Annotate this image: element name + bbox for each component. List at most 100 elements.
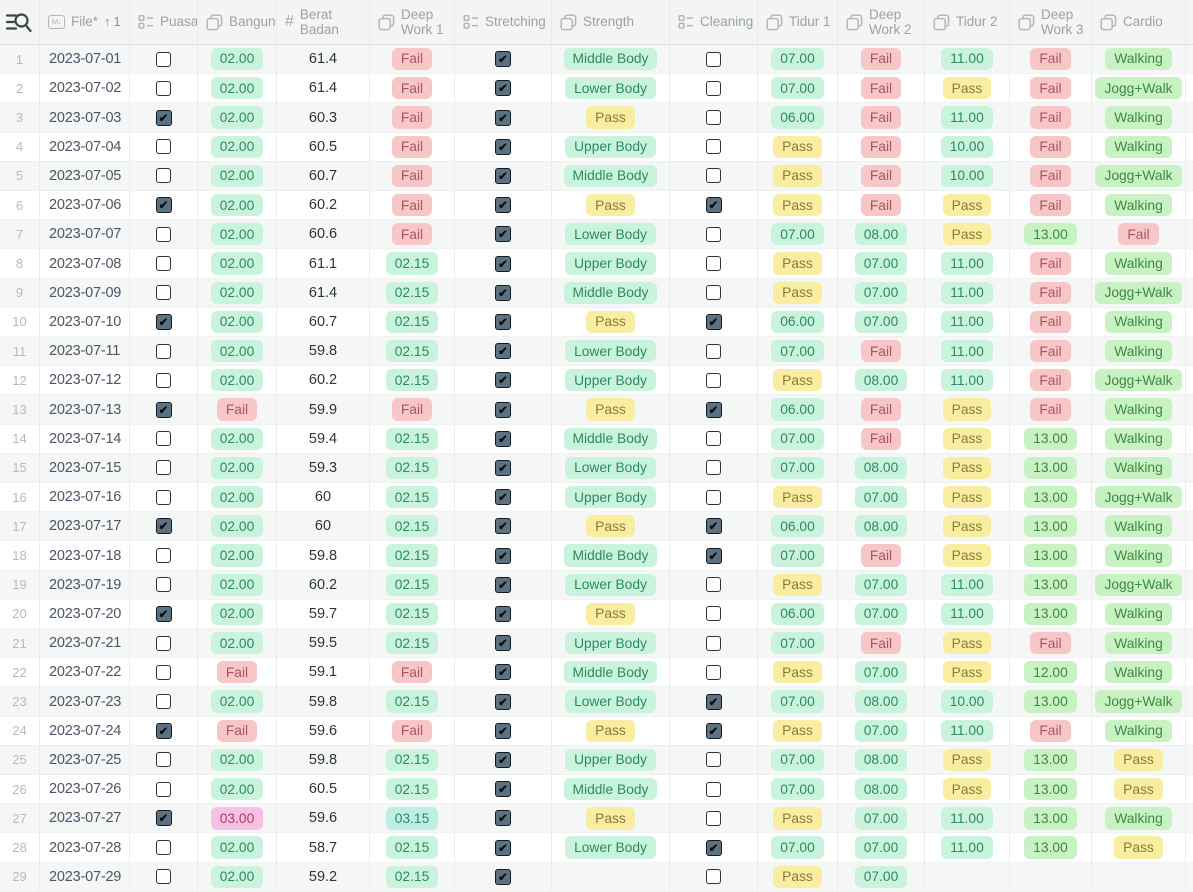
tidur_1-cell[interactable]: Pass bbox=[758, 161, 838, 192]
checkbox-checked[interactable]: ✔ bbox=[495, 576, 511, 593]
stretching-cell[interactable]: ✔ bbox=[455, 307, 552, 338]
strength-cell[interactable]: Middle Body bbox=[552, 161, 670, 192]
checkbox-checked[interactable]: ✔ bbox=[495, 167, 511, 184]
deep_work_2-cell[interactable]: 07.00 bbox=[838, 278, 925, 308]
checkbox-checked[interactable]: ✔ bbox=[495, 693, 511, 710]
puasa-cell[interactable] bbox=[130, 629, 198, 659]
tidur_2-cell[interactable]: 11.00 bbox=[925, 570, 1010, 600]
cleaning-cell[interactable] bbox=[670, 161, 758, 192]
cleaning-cell[interactable]: ✔ bbox=[670, 716, 758, 746]
checkbox-unchecked[interactable] bbox=[156, 781, 171, 797]
deep_work_3-cell[interactable]: Fail bbox=[1010, 45, 1092, 75]
cardio-cell[interactable]: Jogg+Walk bbox=[1092, 278, 1186, 308]
stretching-cell[interactable]: ✔ bbox=[455, 716, 552, 746]
tidur_1-cell[interactable]: 06.00 bbox=[758, 103, 838, 133]
bangun-cell[interactable]: 02.00 bbox=[198, 191, 277, 221]
deep_work_3-cell[interactable]: 13.00 bbox=[1010, 599, 1092, 630]
column-header-berat[interactable]: # Berat Badan bbox=[277, 0, 370, 45]
berat-cell[interactable]: 59.2 bbox=[277, 862, 370, 892]
berat-cell[interactable]: 59.6 bbox=[277, 716, 370, 746]
bangun-cell[interactable]: 02.00 bbox=[198, 629, 277, 659]
checkbox-checked[interactable]: ✔ bbox=[495, 343, 511, 360]
deep_work_1-cell[interactable]: 02.15 bbox=[370, 687, 455, 717]
deep_work_3-cell[interactable]: Fail bbox=[1010, 395, 1092, 425]
checkbox-checked[interactable]: ✔ bbox=[705, 722, 722, 739]
cleaning-cell[interactable] bbox=[670, 453, 758, 484]
stretching-cell[interactable]: ✔ bbox=[455, 833, 552, 863]
tidur_1-cell[interactable]: 07.00 bbox=[758, 453, 838, 484]
tidur_2-cell[interactable]: 10.00 bbox=[925, 161, 1010, 192]
tidur_2-cell[interactable]: Pass bbox=[925, 483, 1010, 513]
strength-cell[interactable] bbox=[552, 862, 670, 892]
cardio-cell[interactable]: Walking bbox=[1092, 191, 1186, 221]
date-cell[interactable]: 2023-07-04 bbox=[40, 132, 130, 162]
sort-indicator[interactable]: ↑ 1 bbox=[104, 14, 121, 30]
bangun-cell[interactable]: 02.00 bbox=[198, 483, 277, 513]
bangun-cell[interactable]: 02.00 bbox=[198, 307, 277, 338]
row-number-cell[interactable]: 2 bbox=[0, 74, 40, 104]
cleaning-cell[interactable] bbox=[670, 745, 758, 776]
date-cell[interactable]: 2023-07-28 bbox=[40, 833, 130, 863]
row-number-cell[interactable]: 18 bbox=[0, 541, 40, 571]
tidur_2-cell[interactable]: Pass bbox=[925, 775, 1010, 805]
deep_work_1-cell[interactable]: 02.15 bbox=[370, 512, 455, 542]
date-cell[interactable]: 2023-07-19 bbox=[40, 570, 130, 600]
deep_work_1-cell[interactable]: 02.15 bbox=[370, 629, 455, 659]
deep_work_2-cell[interactable]: Fail bbox=[838, 103, 925, 133]
stretching-cell[interactable]: ✔ bbox=[455, 249, 552, 279]
cleaning-cell[interactable]: ✔ bbox=[670, 307, 758, 338]
deep_work_1-cell[interactable]: 02.15 bbox=[370, 337, 455, 367]
tidur_2-cell[interactable]: 11.00 bbox=[925, 366, 1010, 396]
cardio-cell[interactable]: Jogg+Walk bbox=[1092, 366, 1186, 396]
date-cell[interactable]: 2023-07-13 bbox=[40, 395, 130, 425]
deep_work_1-cell[interactable]: 02.15 bbox=[370, 249, 455, 279]
cardio-cell[interactable]: Jogg+Walk bbox=[1092, 483, 1186, 513]
stretching-cell[interactable]: ✔ bbox=[455, 483, 552, 513]
deep_work_3-cell[interactable]: 13.00 bbox=[1010, 424, 1092, 454]
deep_work_1-cell[interactable]: 02.15 bbox=[370, 307, 455, 338]
bangun-cell[interactable]: 02.00 bbox=[198, 45, 277, 75]
bangun-cell[interactable]: 02.00 bbox=[198, 103, 277, 133]
checkbox-unchecked[interactable] bbox=[706, 869, 721, 885]
cardio-cell[interactable]: Pass bbox=[1092, 833, 1186, 863]
bangun-cell[interactable]: 02.00 bbox=[198, 570, 277, 600]
tidur_1-cell[interactable]: 07.00 bbox=[758, 337, 838, 367]
deep_work_1-cell[interactable]: 02.15 bbox=[370, 424, 455, 454]
deep_work_3-cell[interactable]: 13.00 bbox=[1010, 687, 1092, 717]
cleaning-cell[interactable]: ✔ bbox=[670, 395, 758, 425]
berat-cell[interactable]: 61.4 bbox=[277, 74, 370, 104]
tidur_2-cell[interactable]: 10.00 bbox=[925, 687, 1010, 717]
stretching-cell[interactable]: ✔ bbox=[455, 278, 552, 308]
checkbox-checked[interactable]: ✔ bbox=[155, 722, 172, 739]
checkbox-checked[interactable]: ✔ bbox=[495, 605, 511, 622]
stretching-cell[interactable]: ✔ bbox=[455, 337, 552, 367]
row-number-cell[interactable]: 29 bbox=[0, 862, 40, 892]
cardio-cell[interactable]: Walking bbox=[1092, 716, 1186, 746]
bangun-cell[interactable]: 02.00 bbox=[198, 862, 277, 892]
deep_work_1-cell[interactable]: Fail bbox=[370, 658, 455, 688]
strength-cell[interactable]: Upper Body bbox=[552, 483, 670, 513]
strength-cell[interactable]: Pass bbox=[552, 512, 670, 542]
checkbox-unchecked[interactable] bbox=[706, 431, 721, 447]
cardio-cell[interactable]: Walking bbox=[1092, 804, 1186, 834]
cleaning-cell[interactable] bbox=[670, 658, 758, 688]
checkbox-unchecked[interactable] bbox=[706, 226, 721, 242]
date-cell[interactable]: 2023-07-12 bbox=[40, 366, 130, 396]
cardio-cell[interactable]: Walking bbox=[1092, 453, 1186, 484]
tidur_1-cell[interactable]: 06.00 bbox=[758, 395, 838, 425]
strength-cell[interactable]: Pass bbox=[552, 103, 670, 133]
berat-cell[interactable]: 61.1 bbox=[277, 249, 370, 279]
cardio-cell[interactable]: Jogg+Walk bbox=[1092, 74, 1186, 104]
column-header-stretching[interactable]: Stretching bbox=[455, 0, 552, 45]
checkbox-checked[interactable]: ✔ bbox=[495, 430, 511, 447]
berat-cell[interactable]: 60.5 bbox=[277, 775, 370, 805]
cleaning-cell[interactable]: ✔ bbox=[670, 191, 758, 221]
strength-cell[interactable]: Upper Body bbox=[552, 249, 670, 279]
strength-cell[interactable]: Middle Body bbox=[552, 658, 670, 688]
deep_work_2-cell[interactable]: Fail bbox=[838, 395, 925, 425]
checkbox-checked[interactable]: ✔ bbox=[155, 605, 172, 622]
tidur_1-cell[interactable]: 07.00 bbox=[758, 745, 838, 776]
deep_work_1-cell[interactable]: Fail bbox=[370, 161, 455, 192]
berat-cell[interactable]: 59.5 bbox=[277, 629, 370, 659]
tidur_2-cell[interactable]: Pass bbox=[925, 74, 1010, 104]
